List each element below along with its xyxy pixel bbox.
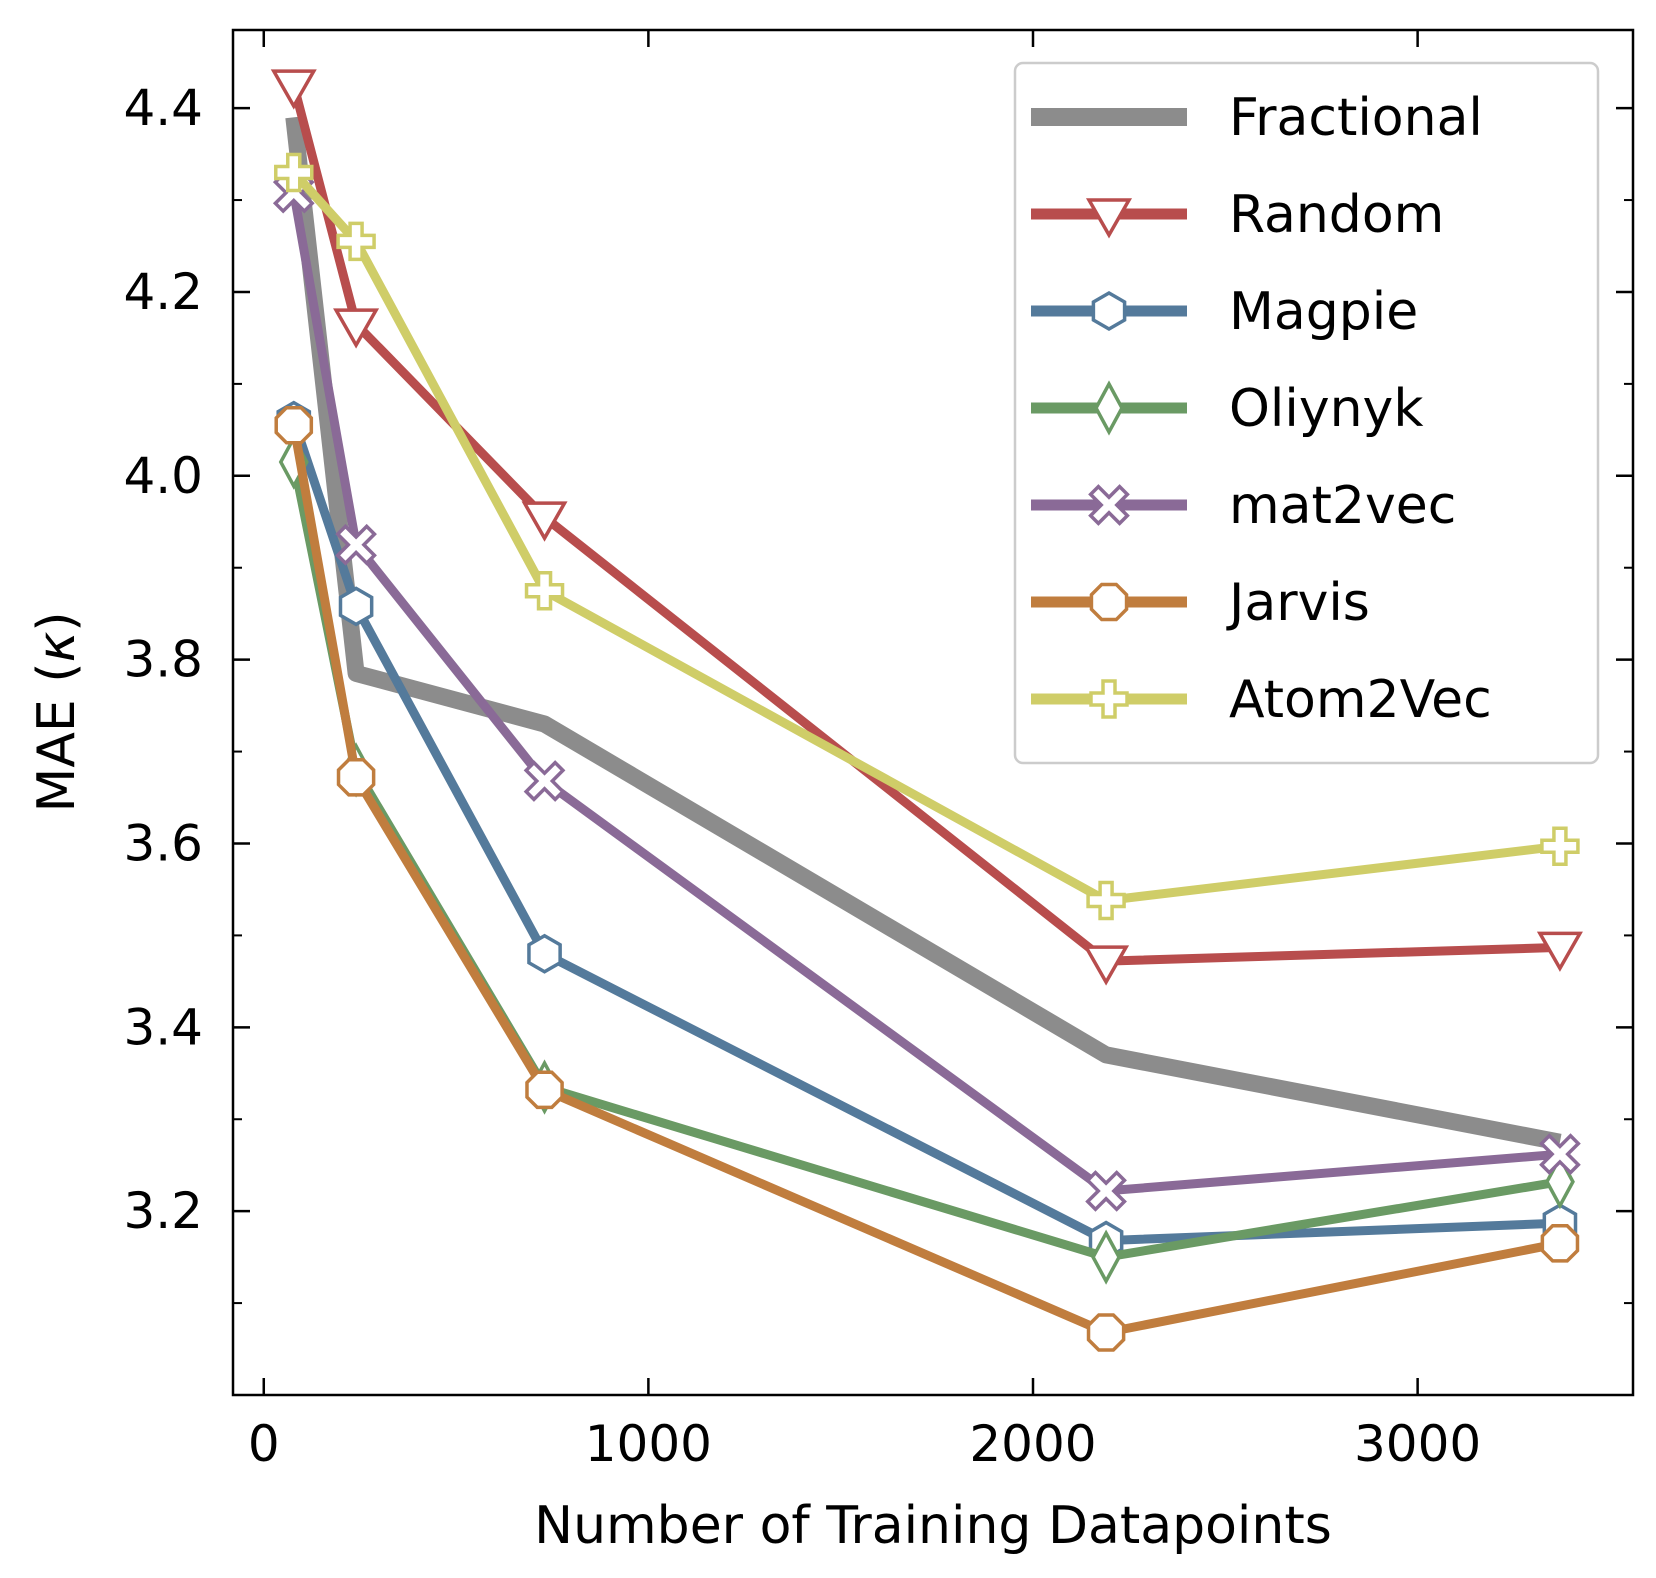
legend-label: mat2vec (1229, 476, 1456, 536)
series-layer (270, 69, 1583, 1352)
data-point-magpie (527, 933, 562, 974)
data-point-random (270, 69, 317, 110)
legend-label: Fractional (1229, 88, 1483, 148)
y-tick-label: 3.2 (123, 1182, 203, 1240)
axis-ticks: 0 1000 2000 3000 3.2 3.4 3.6 3.8 4.0 4.2 4.4 (123, 30, 1633, 1473)
y-tick-label: 3.4 (123, 998, 203, 1056)
legend-label: Jarvis (1226, 573, 1370, 633)
data-point-jarvis (274, 405, 314, 445)
data-point-atom2vec (336, 221, 376, 262)
legend-label: Atom2Vec (1229, 670, 1492, 730)
x-tick-label: 3000 (1354, 1415, 1481, 1473)
legend-label: Random (1229, 185, 1444, 245)
legend-marker (1094, 380, 1124, 436)
x-tick-label: 2000 (969, 1415, 1096, 1473)
legend-label: Oliynyk (1229, 379, 1423, 439)
y-axis-label: MAE (κ) (27, 611, 87, 812)
x-axis-label: Number of Training Datapoints (534, 1496, 1332, 1556)
data-point-random (1083, 945, 1130, 986)
data-point-mat2vec (335, 523, 377, 566)
x-tick-label: 0 (248, 1415, 280, 1473)
data-point-random (521, 501, 568, 542)
data-point-mat2vec (1085, 1170, 1127, 1212)
data-point-jarvis (1540, 1224, 1580, 1263)
data-point-atom2vec (1086, 880, 1126, 921)
y-tick-label: 4.4 (123, 79, 203, 137)
legend-item-atom2vec: Atom2Vec (1031, 670, 1492, 730)
series-fractional (285, 116, 1562, 1151)
data-point-random (1536, 931, 1583, 972)
legend-marker (1089, 679, 1129, 719)
legend-item-jarvis: Jarvis (1031, 573, 1370, 633)
series-mat2vec (272, 171, 1581, 1212)
y-tick-label: 3.6 (123, 814, 203, 872)
legend-marker (1091, 290, 1127, 332)
legend-marker (1088, 484, 1130, 526)
data-point-mat2vec (523, 760, 566, 802)
series-random (270, 69, 1583, 986)
data-point-mat2vec (1539, 1133, 1581, 1176)
data-point-atom2vec (524, 570, 565, 611)
data-point-jarvis (336, 757, 376, 797)
data-point-random (333, 308, 380, 349)
legend-item-oliynyk: Oliynyk (1031, 379, 1423, 439)
data-point-atom2vec (274, 152, 314, 193)
data-point-jarvis (525, 1070, 564, 1110)
y-tick-label: 3.8 (123, 631, 203, 689)
legend-item-fractional: Fractional (1031, 88, 1483, 148)
legend-box (1013, 61, 1600, 765)
series-atom2vec (274, 152, 1580, 921)
y-axis-label-main: MAE ( (27, 662, 87, 812)
legend-marker (1089, 582, 1129, 622)
x-tick-label: 1000 (585, 1415, 712, 1473)
legend-item-magpie: Magpie (1031, 282, 1418, 342)
y-tick-label: 4.0 (123, 447, 203, 505)
data-point-magpie (338, 586, 374, 627)
series-line-fractional (285, 116, 1562, 1151)
plot-frame (231, 28, 1635, 1397)
data-point-jarvis (1086, 1313, 1126, 1352)
legend: Fractional Random Magpie Oliynyk mat2vec Jarv… (1013, 61, 1600, 765)
y-axis-label-close: ) (27, 611, 87, 631)
data-point-atom2vec (1540, 826, 1580, 866)
legend-item-mat2vec: mat2vec (1031, 476, 1456, 536)
y-axis-label-symbol: κ (27, 631, 87, 662)
legend-item-random: Random (1031, 185, 1444, 245)
legend-label: Magpie (1229, 282, 1418, 342)
series-jarvis (274, 405, 1580, 1352)
legend-marker (1085, 198, 1133, 239)
data-point-oliynyk (1091, 1229, 1122, 1285)
y-tick-label: 4.2 (123, 263, 203, 321)
